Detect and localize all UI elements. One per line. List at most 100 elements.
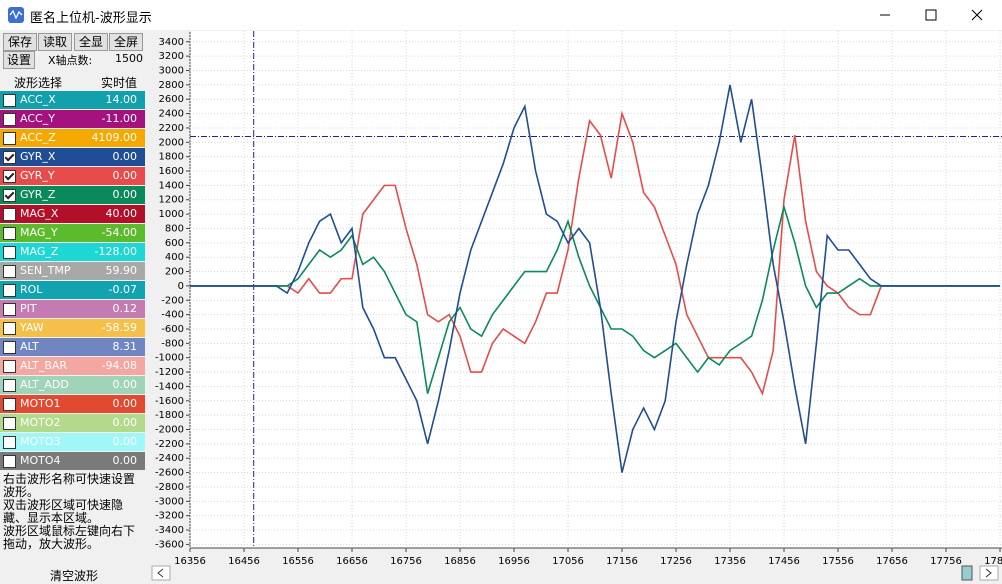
checkbox[interactable] [3, 170, 16, 183]
channel-value: -11.00 [101, 112, 137, 125]
close[interactable] [971, 9, 983, 21]
checkbox[interactable] [3, 322, 16, 335]
channel-row[interactable]: GYR_Y 0.00 [0, 167, 145, 185]
channel-row[interactable]: YAW -58.59 [0, 319, 145, 337]
checkbox[interactable] [3, 379, 16, 392]
checkbox[interactable] [3, 227, 16, 240]
checkbox[interactable] [3, 360, 16, 373]
y-tick-label: 2000 [159, 137, 184, 148]
channel-value: 59.90 [105, 264, 138, 277]
y-tick-label: -2200 [155, 439, 184, 450]
y-tick-label: 200 [165, 267, 184, 278]
checkbox[interactable] [3, 436, 16, 449]
y-tick-label: 1600 [159, 166, 184, 177]
channel-row[interactable]: MOTO4 0.00 [0, 452, 145, 470]
channel-name: MOTO2 [20, 416, 61, 429]
toolbar-button[interactable]: 全屏 [109, 33, 143, 51]
channel-value: 0.00 [112, 435, 138, 448]
x-tick-label: 17356 [714, 556, 746, 565]
channel-name: ACC_Z [20, 131, 56, 144]
channel-row[interactable]: GYR_X 0.00 [0, 148, 145, 166]
channel-value: 0.00 [112, 454, 138, 467]
channel-row[interactable]: GYR_Z 0.00 [0, 186, 145, 204]
checkbox[interactable] [3, 113, 16, 126]
x-tick-label: 17656 [876, 556, 908, 565]
checkbox[interactable] [3, 284, 16, 297]
toolbar-button[interactable]: 保存 [3, 33, 37, 51]
help-text: 右击波形名称可快速设置波形。 双击波形区域可快速隐藏、显示本区域。 波形区域鼠标左键… [3, 473, 143, 551]
channel-row[interactable]: ACC_Z 4109.00 [0, 129, 145, 147]
y-tick-label: 2600 [159, 94, 184, 105]
y-tick-label: -3400 [155, 525, 184, 536]
channel-value: 0.00 [112, 397, 138, 410]
channel-row[interactable]: ALT_BAR -94.08 [0, 357, 145, 375]
x-tick-label: 16856 [444, 556, 476, 565]
series-line [190, 110, 1000, 396]
channel-value: 40.00 [105, 207, 138, 220]
channel-value: -58.59 [101, 321, 137, 334]
y-tick-label: -2600 [155, 468, 184, 479]
channel-name: ROL [20, 283, 43, 296]
checkbox[interactable] [3, 417, 16, 430]
checkbox[interactable] [3, 246, 16, 259]
clear-button[interactable]: 清空波形 [49, 569, 98, 583]
y-tick-label: -1600 [155, 396, 184, 407]
x-points-value: 1500 [115, 52, 143, 65]
channel-row[interactable]: ACC_X 14.00 [0, 91, 145, 109]
channel-row[interactable]: MAG_Y -54.00 [0, 224, 145, 242]
checkbox[interactable] [3, 265, 16, 278]
checkbox[interactable] [3, 208, 16, 221]
y-tick-label: -2800 [155, 482, 184, 493]
channel-row[interactable]: MOTO3 0.00 [0, 433, 145, 451]
toolbar-button[interactable]: 全显 [74, 33, 108, 51]
channel-name: MAG_Z [20, 245, 59, 258]
channel-header: 波形选择 [14, 76, 63, 90]
scrollbar[interactable] [150, 565, 1002, 581]
channel-row[interactable]: MOTO1 0.00 [0, 395, 145, 413]
channel-row[interactable]: SEN_TMP 59.90 [0, 262, 145, 280]
channel-name: MAG_X [20, 207, 59, 220]
toolbar-button[interactable]: 读取 [38, 33, 72, 51]
checkbox[interactable] [3, 398, 16, 411]
y-tick-label: -2400 [155, 453, 184, 464]
channel-name: MOTO4 [20, 454, 61, 467]
y-tick-label: -3200 [155, 511, 184, 522]
channel-value: -54.00 [101, 226, 137, 239]
channel-row[interactable]: MAG_X 40.00 [0, 205, 145, 223]
y-tick-label: 800 [165, 223, 184, 234]
checkbox[interactable] [3, 94, 16, 107]
y-tick-label: -2000 [155, 425, 184, 436]
help-line: 双击波形区域可快速隐藏、显示本区域。 [3, 498, 124, 525]
y-tick-label: -800 [161, 338, 184, 349]
channel-name: ALT_BAR [20, 359, 68, 372]
help-line: 右击波形名称可快速设置波形。 [3, 472, 136, 499]
maximize[interactable] [925, 9, 937, 21]
x-tick-label: 17256 [660, 556, 692, 565]
app-icon [8, 7, 24, 23]
checkbox[interactable] [3, 303, 16, 316]
channel-row[interactable]: MAG_Z -128.00 [0, 243, 145, 261]
channel-row[interactable]: MOTO2 0.00 [0, 414, 145, 432]
channel-row[interactable]: ACC_Y -11.00 [0, 110, 145, 128]
channel-value: 4109.00 [91, 131, 138, 144]
channel-row[interactable]: ALT 8.31 [0, 338, 145, 356]
channel-row[interactable]: ALT_ADD 0.00 [0, 376, 145, 394]
value-header: 实时值 [101, 76, 138, 90]
y-tick-label: -1400 [155, 381, 184, 392]
y-tick-label: -200 [161, 295, 184, 306]
y-tick-label: 3400 [159, 37, 184, 48]
channel-row[interactable]: ROL -0.07 [0, 281, 145, 299]
checkbox[interactable] [3, 341, 16, 354]
checkbox[interactable] [3, 132, 16, 145]
x-tick-label: 17856 [984, 556, 1002, 565]
checkbox[interactable] [3, 455, 16, 468]
checkbox[interactable] [3, 151, 16, 164]
y-tick-label: 2800 [159, 80, 184, 91]
checkbox[interactable] [3, 189, 16, 202]
channel-row[interactable]: PIT 0.12 [0, 300, 145, 318]
title-bar-graphics [8, 7, 983, 23]
y-tick-label: -3000 [155, 496, 184, 507]
settings-button[interactable]: 设置 [3, 51, 35, 69]
y-tick-label: -600 [161, 324, 184, 335]
